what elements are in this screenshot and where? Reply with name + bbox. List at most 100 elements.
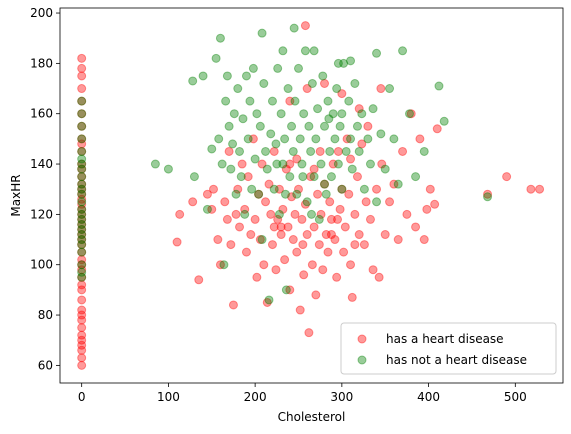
data-point (357, 139, 367, 149)
data-point (330, 235, 340, 245)
data-point (299, 109, 309, 119)
data-point (77, 255, 87, 265)
y-tick-label: 100 (30, 258, 53, 272)
axes: 0 100 200 300 400 500 60 80 100 120 140 160 180 200 (30, 6, 564, 404)
x-tick-label: 500 (504, 390, 527, 404)
data-point (77, 285, 87, 295)
data-point (320, 121, 330, 131)
data-point (287, 121, 297, 131)
data-point (346, 134, 356, 144)
data-point (172, 237, 182, 247)
data-point (502, 172, 512, 182)
data-points (77, 21, 545, 370)
data-point (325, 146, 335, 156)
data-point (307, 260, 317, 270)
data-point (77, 315, 87, 325)
data-point (229, 109, 239, 119)
data-point (307, 209, 316, 219)
data-point (77, 197, 87, 207)
data-point (376, 129, 386, 139)
data-point (326, 172, 336, 182)
data-point (290, 96, 300, 106)
data-point (298, 172, 308, 182)
data-point (233, 184, 243, 194)
data-point (324, 114, 334, 124)
data-point (306, 146, 316, 156)
data-point (411, 222, 421, 232)
data-point (77, 310, 87, 320)
data-point (411, 172, 421, 182)
data-point (287, 192, 297, 202)
data-point (276, 109, 286, 119)
data-point (262, 297, 272, 307)
data-point (240, 209, 250, 219)
data-point (302, 84, 312, 94)
data-point (318, 71, 328, 81)
data-point (207, 204, 217, 214)
data-point (273, 214, 283, 224)
data-point (354, 104, 364, 114)
data-point (261, 197, 271, 207)
x-tick-label: 0 (78, 390, 86, 404)
data-point (278, 159, 288, 169)
data-point (198, 71, 208, 81)
data-point (257, 235, 267, 245)
data-point (77, 53, 87, 63)
data-point (202, 189, 212, 199)
data-point (339, 247, 349, 257)
data-point (372, 197, 382, 207)
data-point (77, 235, 87, 245)
data-point (77, 134, 87, 144)
data-point (215, 260, 225, 270)
data-point (285, 172, 295, 182)
data-point (323, 247, 333, 257)
data-point (398, 46, 408, 56)
data-point (309, 46, 319, 56)
data-point (380, 230, 390, 240)
data-point (235, 146, 245, 156)
data-point (213, 235, 223, 245)
x-tick-label: 100 (157, 390, 180, 404)
data-point (357, 109, 367, 119)
data-point (342, 134, 352, 144)
data-point (385, 84, 395, 94)
data-point (77, 360, 87, 370)
data-point (252, 272, 262, 282)
data-point (269, 184, 279, 194)
y-tick-label: 160 (30, 107, 53, 121)
data-point (304, 121, 314, 131)
data-point (483, 189, 493, 199)
data-point (188, 197, 198, 207)
data-point (328, 109, 338, 119)
data-point (188, 76, 198, 86)
data-point (365, 214, 375, 224)
data-point (77, 199, 87, 209)
data-point (254, 189, 264, 199)
data-point (77, 209, 87, 219)
data-point (214, 134, 224, 144)
data-point (278, 204, 288, 214)
data-point (77, 63, 87, 73)
data-point (389, 134, 399, 144)
data-point (332, 272, 342, 282)
data-point (250, 214, 260, 224)
data-point (267, 96, 277, 106)
data-point (207, 144, 217, 154)
data-point (321, 189, 331, 199)
y-axis-label: MaxHR (9, 174, 23, 216)
data-point (236, 172, 246, 182)
data-point (77, 121, 87, 131)
data-point (299, 270, 309, 280)
data-point (328, 159, 338, 169)
data-point (419, 235, 429, 245)
data-point (350, 79, 360, 88)
data-point (354, 230, 364, 240)
data-point (77, 134, 87, 144)
data-point (306, 172, 316, 182)
data-point (77, 179, 87, 189)
data-point (250, 154, 260, 164)
data-point (238, 114, 248, 124)
data-point (77, 335, 87, 345)
data-point (302, 230, 312, 240)
data-point (77, 260, 87, 270)
